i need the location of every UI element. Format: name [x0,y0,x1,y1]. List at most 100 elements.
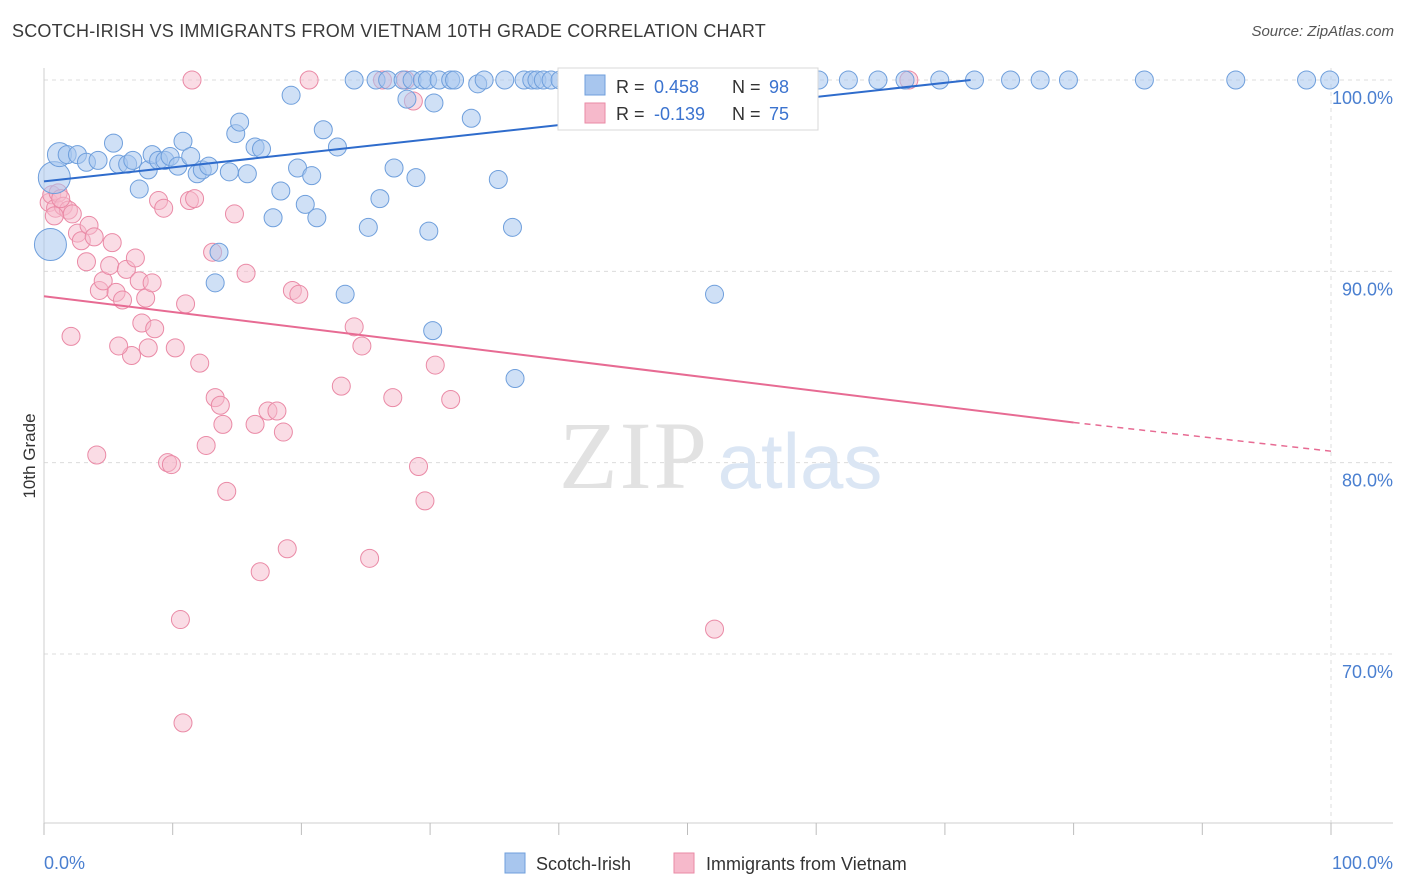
scotch-irish-point [370,189,390,209]
vietnam-point [76,252,96,272]
vietnam-point [84,227,104,247]
y-tick-label-100: 100.0% [1332,88,1393,108]
scotch-irish-point [37,161,71,195]
vietnam-point [217,481,237,501]
vietnam-point [185,189,205,209]
vietnam-point [154,198,174,218]
stats-legend-swatch-blue [584,74,606,96]
scotch-irish-point [295,194,315,214]
vietnam-point [165,338,185,358]
scotch-irish-point [219,162,239,182]
scotch-irish-point [895,70,915,90]
scotch-irish-point [344,70,364,90]
vietnam-point [277,539,297,559]
vietnam-point [360,548,380,568]
vietnam-point [182,70,202,90]
stats-n-label-pink: N = [732,104,761,124]
vietnam-point [383,388,403,408]
scotch-irish-point [505,368,525,388]
scotch-irish-point [335,284,355,304]
vietnam-point [190,353,210,373]
vietnam-point [331,376,351,396]
scotch-irish-point [1001,70,1021,90]
scotch-irish-point [1030,70,1050,90]
watermark-zip: ZIP [559,402,709,509]
scotch-irish-point [358,217,378,237]
vietnam-point [173,713,193,733]
scotch-irish-point [461,108,481,128]
vietnam-point [352,336,372,356]
scotch-irish-point [230,112,250,132]
scotch-irish-point [1226,70,1246,90]
scotch-irish-point [281,85,301,105]
stats-r-value-pink: -0.139 [654,104,705,124]
stats-r-value-blue: 0.458 [654,77,699,97]
scotch-irish-point [868,70,888,90]
vietnam-point [100,256,120,276]
scotch-irish-point [123,150,143,170]
vietnam-trend-extension [1073,421,1332,452]
vietnam-point [425,355,445,375]
vietnam-point [267,401,287,421]
scotch-irish-point [129,179,149,199]
scotch-irish-point [930,70,950,90]
vietnam-point [62,204,82,224]
legend-label-vietnam: Immigrants from Vietnam [706,854,907,874]
vietnam-point [122,346,142,366]
legend-swatch-scotch-irish [504,852,526,874]
vietnam-point [170,610,190,630]
watermark-atlas: atlas [718,417,883,505]
x-tick-label-min: 0.0% [44,853,85,873]
scotch-irish-point [838,70,858,90]
scotch-irish-point [199,156,219,176]
scotch-irish-point [327,137,347,157]
vietnam-point [245,414,265,434]
vietnam-point [125,248,145,268]
vietnam-point [344,317,364,337]
x-tick-label-max: 100.0% [1332,853,1393,873]
vietnam-point [224,204,244,224]
vietnam-point [44,206,64,226]
vietnam-point [299,70,319,90]
vietnam-point [415,491,435,511]
vietnam-point [250,562,270,582]
legend-swatch-vietnam [673,852,695,874]
scotch-irish-point [1058,70,1078,90]
legend-label-scotch-irish: Scotch-Irish [536,854,631,874]
vietnam-point [138,338,158,358]
scotch-irish-point [495,70,515,90]
vietnam-point [705,619,725,639]
scotch-irish-trend-line [43,79,971,183]
scotch-irish-point [1297,70,1317,90]
stats-legend: R = 0.458 N = 98 R = -0.139 N = 75 [557,67,819,131]
scotch-irish-point [313,120,333,140]
scotch-irish-point [271,181,291,201]
vietnam-point [236,263,256,283]
scotch-irish-point [474,70,494,90]
watermark: ZIP atlas [559,402,882,509]
scotch-irish-point [1320,70,1340,90]
vietnam-point [61,326,81,346]
scotch-irish-point [173,131,193,151]
bottom-legend: Scotch-Irish Immigrants from Vietnam [504,852,907,874]
scotch-irish-point [263,208,283,228]
y-tick-label-80: 80.0% [1342,471,1393,491]
scotch-irish-point [307,208,327,228]
scotch-irish-point [88,150,108,170]
scotch-irish-point [424,93,444,113]
scotch-irish-point [705,284,725,304]
scotch-irish-point [406,168,426,188]
vietnam-point [273,422,293,442]
y-axis-title: 10th Grade [20,413,39,498]
scotch-irish-point [252,139,272,159]
y-tick-labels: 70.0% 80.0% 90.0% 100.0% [1332,88,1393,682]
vietnam-point [409,456,429,476]
scotch-irish-point [423,321,443,341]
scotch-irish-point [103,133,123,153]
vietnam-point [87,445,107,465]
scotch-irish-point [419,221,439,241]
stats-r-label-pink: R = [616,104,645,124]
vietnam-point [213,414,233,434]
stats-n-value-blue: 98 [769,77,789,97]
